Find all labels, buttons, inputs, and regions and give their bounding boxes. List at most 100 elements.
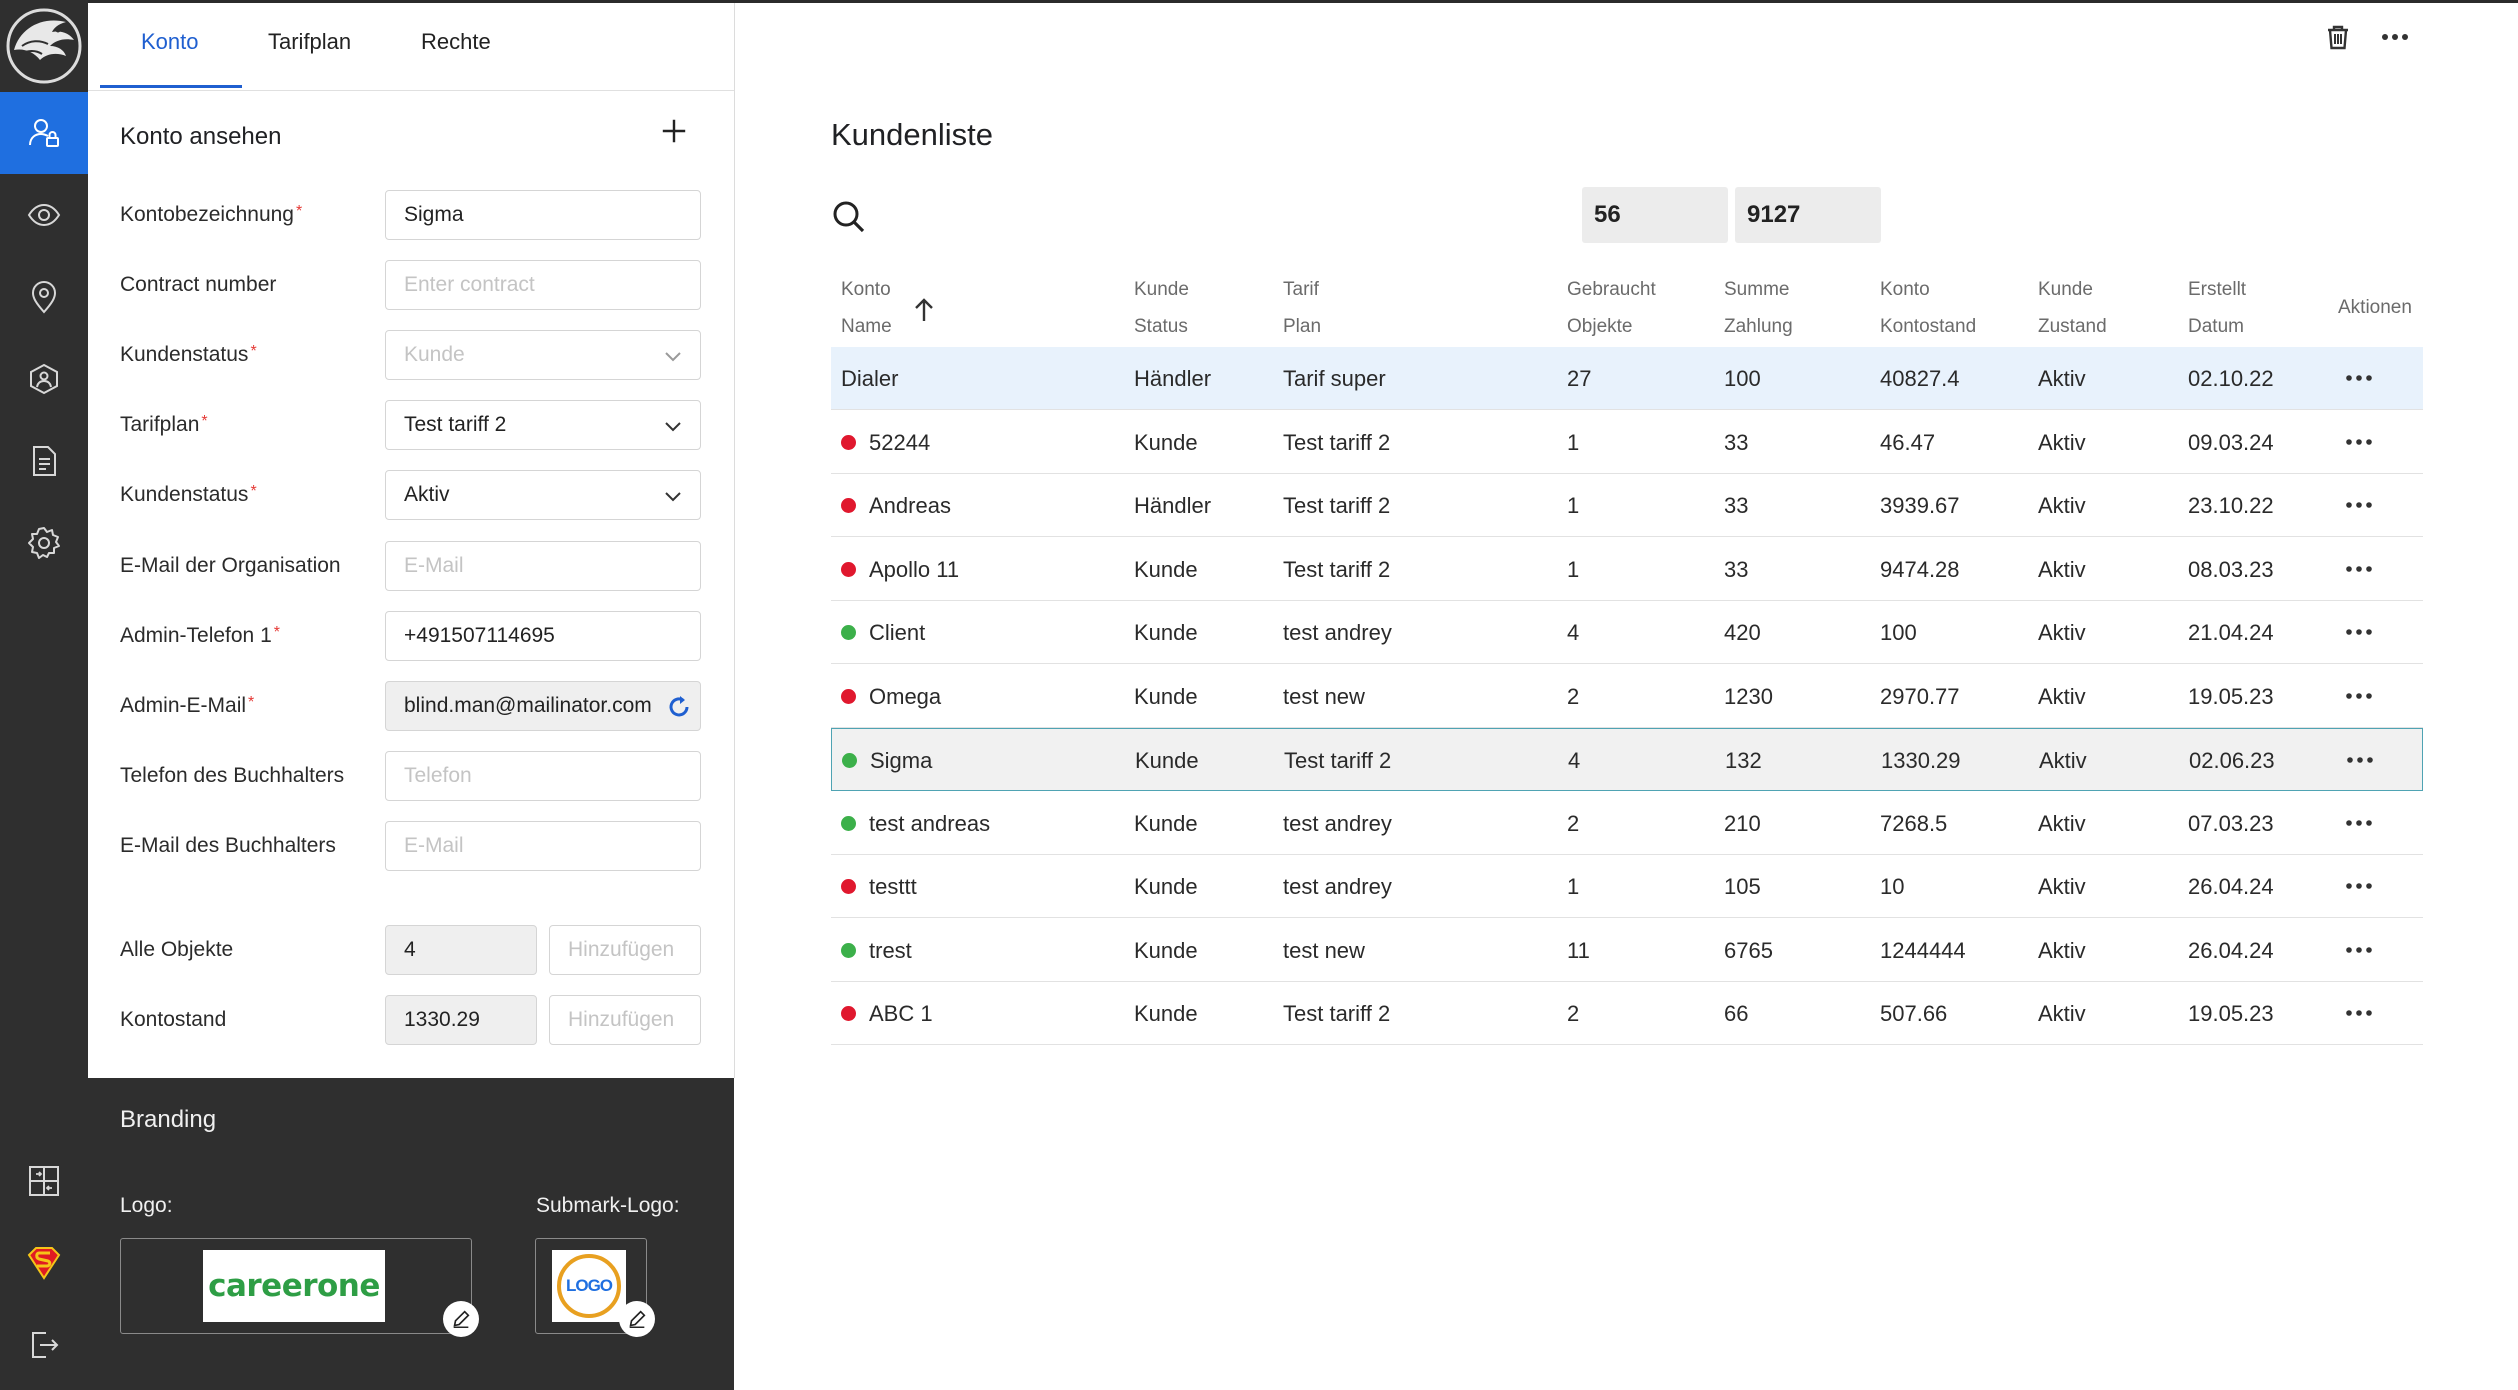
cell-total-payment: 66 [1724,1001,1749,1026]
row-actions-more-icon[interactable] [2345,435,2373,449]
account-name-input[interactable]: Sigma [385,190,701,240]
field-label-contract-number: Contract number [120,273,277,296]
superman-avatar-icon[interactable] [0,1222,88,1304]
tab-konto[interactable]: Konto [141,29,199,54]
tariff-plan-select[interactable]: Test tariff 2 [385,400,701,450]
cell-used-objects: 1 [1567,493,1580,518]
cell-used-objects: 1 [1567,429,1580,455]
eye-icon[interactable] [0,174,88,256]
cell-account-balance: 3939.67 [1880,493,1960,518]
sort-ascending-icon[interactable] [913,297,935,323]
document-icon[interactable] [0,420,88,502]
row-actions-more-icon[interactable] [2345,562,2373,576]
row-actions-more-icon[interactable] [2345,943,2373,957]
cell-used-objects: 2 [1567,683,1580,709]
cell-tariff-plan: Test tariff 2 [1283,556,1391,582]
submark-upload-box[interactable]: LOGO [535,1238,647,1334]
cell-customer-status: Händler [1134,366,1212,391]
cell-used-objects: 1 [1567,556,1580,582]
cell-account-name: 52244 [869,429,931,455]
chevron-down-icon [665,352,681,362]
field-label-kontobezeichnung: Kontobezeichnung * [120,203,303,226]
edit-submark-button[interactable] [619,1301,655,1337]
search-icon[interactable] [829,197,869,237]
accountant-phone-input[interactable]: Telefon [385,751,701,801]
submark-logo-image: LOGO [552,1250,626,1322]
add-balance-input[interactable]: Hinzufügen [549,995,701,1045]
shield-icon[interactable] [0,338,88,420]
cell-total-payment: 33 [1724,493,1749,518]
cell-tariff-plan: test andrey [1283,810,1392,836]
cell-account-balance: 7268.5 [1880,810,1948,836]
row-actions-more-icon[interactable] [2346,753,2374,767]
add-objects-input[interactable]: Hinzufügen [549,925,701,975]
top-border [0,0,2518,3]
contract-number-input[interactable]: Enter contract [385,260,701,310]
row-actions-more-icon[interactable] [2345,1006,2373,1020]
more-options-button[interactable] [2375,17,2415,57]
delete-button[interactable] [2318,17,2358,57]
row-actions-more-icon[interactable] [2345,816,2373,830]
cell-created-date: 21.04.24 [2188,620,2274,645]
edit-logo-button[interactable] [443,1301,479,1337]
table-row[interactable]: Dialer Händler Tarif super 27 100 40827.4 Akti… [831,347,2423,410]
customer-list-area: Kundenliste 56 9127 Konto Name Kunde Statu… [735,3,2518,1390]
column-header-total-payment: Summe Zahlung [1724,279,1793,337]
accounts-nav-icon[interactable] [0,92,88,174]
switch-panel-icon[interactable] [0,1140,88,1222]
field-label-kundenstatus: Kundenstatus * [120,343,257,366]
cell-used-objects: 27 [1567,366,1592,391]
logo-upload-box[interactable]: careerone [120,1238,472,1334]
table-row[interactable]: test andreas Kunde test andrey 2 210 7268.5 Ak… [831,792,2423,855]
tab-tarifplan[interactable]: Tarifplan [268,29,352,54]
cell-total-payment: 1230 [1724,683,1773,709]
eagle-logo-icon[interactable] [0,0,88,88]
admin-email-input[interactable]: blind.man@mailinator.com [385,681,701,731]
table-row[interactable]: ABC 1 Kunde Test tariff 2 2 66 507.66 Aktiv 19.… [831,982,2423,1045]
tab-rechte[interactable]: Rechte [421,29,491,54]
cell-created-date: 26.04.24 [2188,937,2274,963]
cell-customer-state: Aktiv [2038,937,2086,963]
cell-tariff-plan: test new [1283,937,1365,963]
logout-icon[interactable] [0,1304,88,1386]
refresh-icon[interactable] [666,694,692,720]
cell-customer-state: Aktiv [2038,683,2086,709]
location-pin-icon[interactable] [0,256,88,338]
row-actions-more-icon[interactable] [2345,498,2373,512]
cell-customer-status: Kunde [1134,556,1198,582]
column-header-account-name[interactable]: Konto Name [841,271,933,345]
cell-created-date: 09.03.24 [2188,429,2274,455]
cell-customer-status: Händler [1134,493,1212,518]
cell-used-objects: 2 [1567,810,1580,836]
cell-account-balance: 1330.29 [1881,748,1961,773]
cell-account-balance: 40827.4 [1880,366,1960,391]
org-email-input[interactable]: E-Mail [385,541,701,591]
table-row[interactable]: testtt Kunde test andrey 1 105 10 Aktiv 26.04.2… [831,855,2423,918]
row-actions-more-icon[interactable] [2345,371,2373,385]
table-row[interactable]: Client Kunde test andrey 4 420 100 Aktiv 21.04.… [831,601,2423,664]
add-account-button[interactable] [654,111,694,151]
row-actions-more-icon[interactable] [2345,689,2373,703]
customer-status-select[interactable]: Aktiv [385,470,701,520]
cell-account-name: test andreas [869,810,991,836]
table-row[interactable]: Andreas Händler Test tariff 2 1 33 3939.67 Akt… [831,474,2423,537]
admin-phone-input[interactable]: +491507114695 [385,611,701,661]
table-row[interactable]: Omega Kunde test new 2 1230 2970.77 Aktiv 19.05… [831,665,2423,728]
table-row[interactable]: 52244 Kunde Test tariff 2 1 33 46.47 Aktiv 09.0… [831,411,2423,474]
row-actions-more-icon[interactable] [2345,879,2373,893]
field-label-admin-email: Admin-E-Mail * [120,694,255,717]
cell-customer-state: Aktiv [2038,1001,2086,1026]
column-header-created-date: Erstellt Datum [2188,279,2247,337]
row-actions-more-icon[interactable] [2345,625,2373,639]
cell-account-balance: 507.66 [1880,1001,1948,1026]
table-row[interactable]: Sigma Kunde Test tariff 2 4 132 1330.29 Aktiv 0… [831,728,2423,791]
gear-icon[interactable] [0,502,88,584]
accountant-email-input[interactable]: E-Mail [385,821,701,871]
customer-type-select[interactable]: Kunde [385,330,701,380]
table-row[interactable]: Apollo 11 Kunde Test tariff 2 1 33 9474.28 Akt… [831,538,2423,601]
trash-icon [2328,25,2348,50]
cell-customer-status: Kunde [1134,429,1198,455]
cell-customer-status: Kunde [1134,683,1198,709]
cell-customer-status: Kunde [1134,1001,1198,1026]
table-row[interactable]: trest Kunde test new 11 6765 1244444 Aktiv 26.0… [831,919,2423,982]
